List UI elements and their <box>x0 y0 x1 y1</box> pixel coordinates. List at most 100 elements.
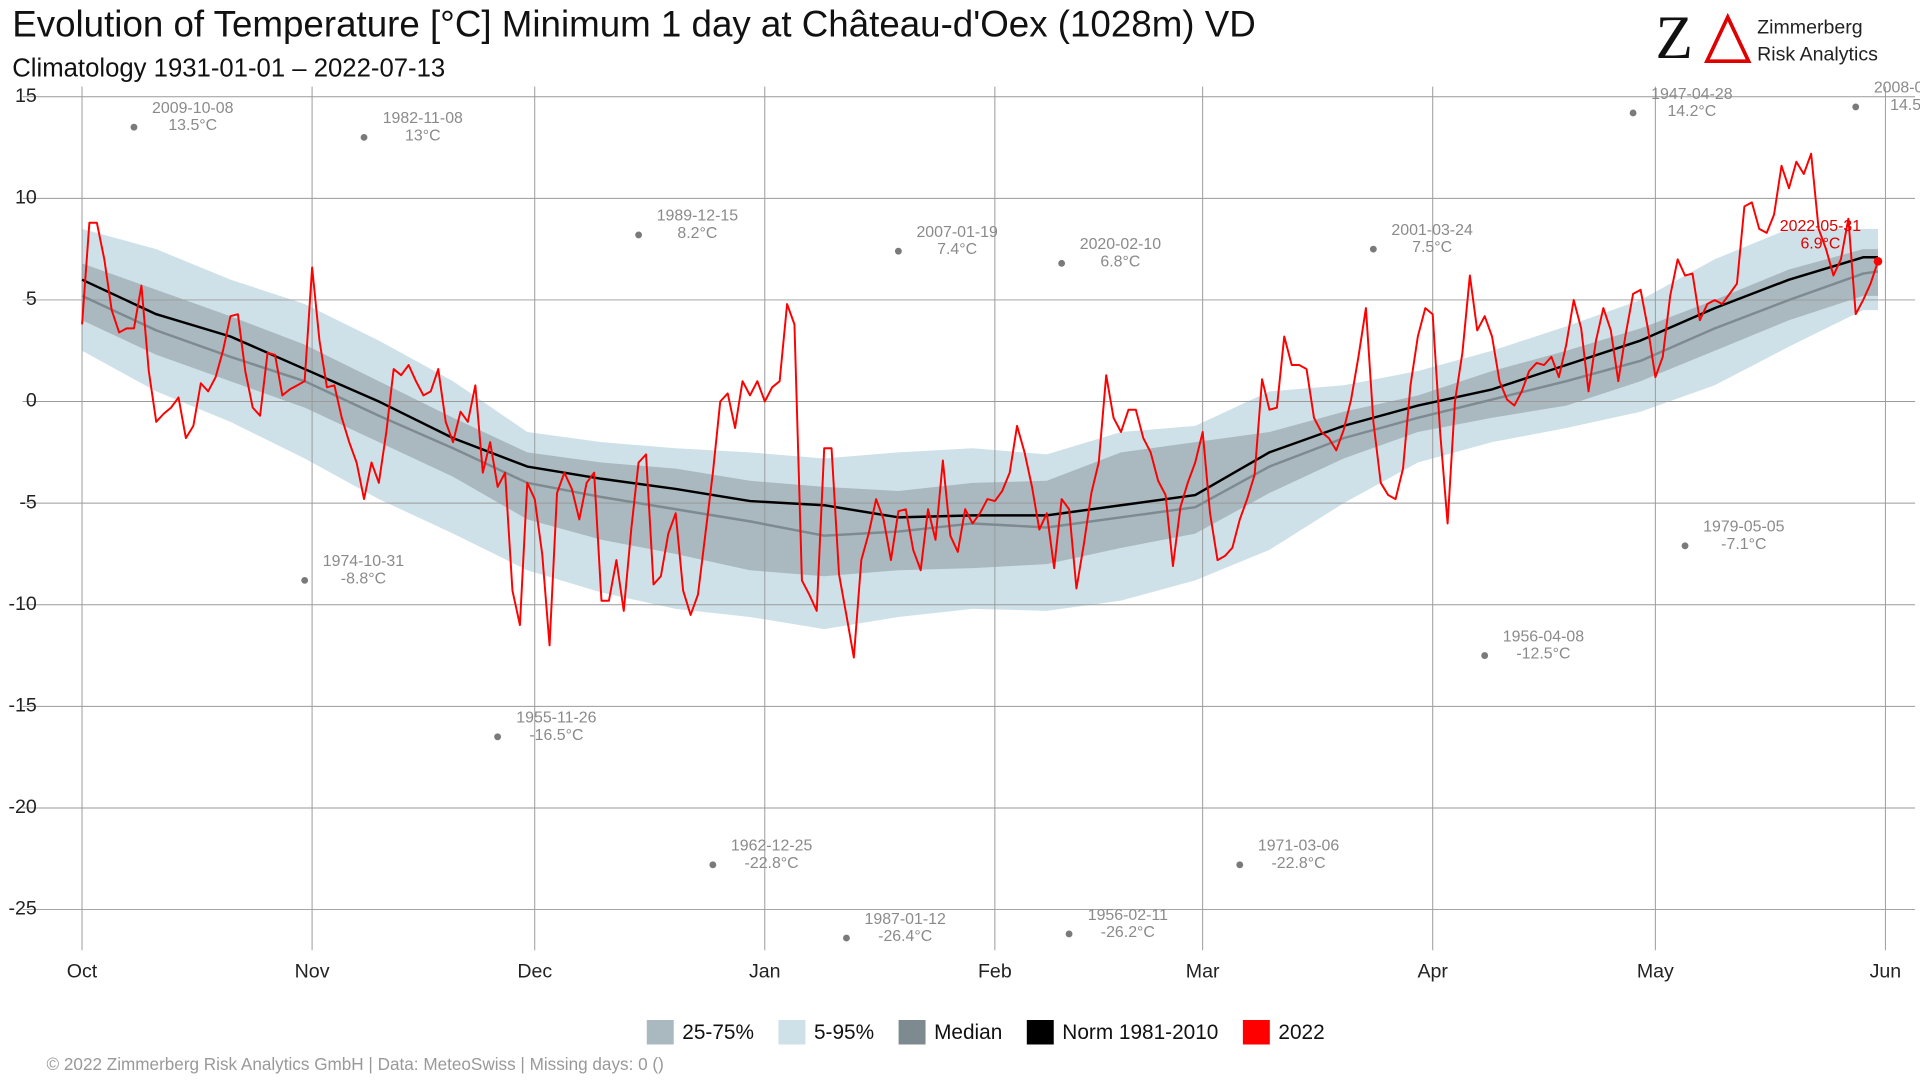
record-date: 2020-02-10 <box>1080 236 1162 253</box>
record-value: 8.2°C <box>677 225 717 242</box>
y-tick-label: 5 <box>26 288 37 310</box>
record-point <box>1236 861 1244 869</box>
x-tick-label: Oct <box>67 960 98 982</box>
legend-item: Median <box>898 1020 1002 1045</box>
x-tick-label: May <box>1637 960 1674 982</box>
record-value: 14.2°C <box>1667 103 1716 120</box>
record-point <box>1058 259 1066 267</box>
record-point <box>301 576 309 584</box>
series-line <box>81 270 1879 537</box>
logo-text: Risk Analytics <box>1757 43 1878 65</box>
record-value: 13.5°C <box>168 117 217 134</box>
record-date: 1947-04-28 <box>1651 86 1733 103</box>
x-tick-label: Feb <box>978 960 1012 982</box>
chart-subtitle: Climatology 1931-01-01 – 2022-07-13 <box>12 55 445 83</box>
record-date: 2001-03-24 <box>1391 222 1473 239</box>
record-value: -26.2°C <box>1101 924 1155 941</box>
band-area <box>82 228 1878 630</box>
record-date: 1956-04-08 <box>1503 628 1585 645</box>
legend-swatch <box>778 1020 806 1045</box>
record-date: 1971-03-06 <box>1258 838 1340 855</box>
record-point <box>635 231 643 239</box>
legend-swatch <box>898 1020 926 1045</box>
record-value: -22.8°C <box>1271 855 1325 872</box>
legend-label: 2022 <box>1278 1021 1324 1044</box>
record-value: -26.4°C <box>878 928 932 945</box>
record-date: 1974-10-31 <box>323 553 405 570</box>
record-point <box>1065 930 1073 938</box>
record-date: 1982-11-08 <box>383 110 463 127</box>
series-line <box>81 256 1878 519</box>
x-tick-label: Dec <box>517 960 552 982</box>
record-date: 2008-05-28 <box>1874 80 1920 97</box>
legend-item: Norm 1981-2010 <box>1026 1020 1218 1045</box>
record-value: -8.8°C <box>341 570 386 587</box>
record-point <box>494 733 502 741</box>
record-value: -22.8°C <box>745 855 799 872</box>
record-point <box>709 861 717 869</box>
x-tick-label: Apr <box>1417 960 1448 982</box>
record-point <box>1852 103 1860 111</box>
record-value: -16.5°C <box>529 727 583 744</box>
record-point <box>360 133 368 141</box>
record-point <box>130 123 138 131</box>
record-date: 2009-10-08 <box>152 100 234 117</box>
legend-label: 5-95% <box>814 1021 874 1044</box>
x-tick-label: Nov <box>295 960 330 982</box>
x-tick-label: Jun <box>1870 960 1902 982</box>
record-point <box>1873 257 1883 266</box>
record-point <box>1629 109 1637 117</box>
x-tick-label: Mar <box>1186 960 1220 982</box>
plot-area: 15 10 5 0 -5 -10 -15 -20 -25 Oct Nov Dec Jan Feb Mar Ap… <box>8 80 1920 983</box>
y-tick-label: 10 <box>15 187 37 209</box>
record-value: 7.5°C <box>1412 239 1452 256</box>
record-point <box>1369 245 1377 253</box>
record-date: 1989-12-15 <box>657 208 739 225</box>
record-date: 1956-02-11 <box>1088 907 1168 924</box>
series-line <box>81 152 1879 659</box>
record-value: 6.9°C <box>1800 235 1840 252</box>
record-date: 1962-12-25 <box>731 838 813 855</box>
record-value: -12.5°C <box>1516 646 1570 663</box>
y-tick-label: 15 <box>15 85 37 107</box>
logo: Z Zimmerberg Risk Analytics <box>1656 4 1879 72</box>
record-date: 2007-01-19 <box>916 224 998 241</box>
y-tick-label: -25 <box>8 898 36 920</box>
record-point <box>1681 542 1689 550</box>
record-point <box>1481 652 1489 659</box>
legend-item: 25-75% <box>646 1020 754 1045</box>
record-point <box>842 934 850 942</box>
logo-mark: Z <box>1656 4 1693 72</box>
chart-title: Evolution of Temperature [°C] Minimum 1 … <box>12 4 1256 45</box>
y-tick-label: -10 <box>8 593 36 615</box>
legend-item: 5-95% <box>778 1020 874 1045</box>
logo-text: Zimmerberg <box>1757 16 1863 38</box>
record-date: 1987-01-12 <box>865 911 947 928</box>
record-value: 14.5°C <box>1890 97 1920 114</box>
record-value: 7.4°C <box>937 241 977 258</box>
record-date: 1955-11-26 <box>516 710 596 727</box>
logo-triangle <box>1704 12 1752 64</box>
band-area <box>82 249 1878 577</box>
y-tick-label: -15 <box>8 695 36 717</box>
x-tick-label: Jan <box>749 960 781 982</box>
footer: © 2022 Zimmerberg Risk Analytics GmbH | … <box>47 1054 664 1074</box>
record-date: 1979-05-05 <box>1703 519 1785 536</box>
record-value: 13°C <box>405 127 441 144</box>
legend-label: 25-75% <box>682 1021 754 1044</box>
y-tick-label: 0 <box>26 390 37 412</box>
record-value: 6.8°C <box>1100 253 1140 270</box>
record-date: 2022-05-31 <box>1780 218 1862 235</box>
record-value: -7.1°C <box>1721 536 1766 553</box>
legend-swatch <box>646 1020 674 1045</box>
legend-label: Norm 1981-2010 <box>1062 1021 1218 1044</box>
legend: 25-75% 5-95% Median Norm 1981-2010 2022 <box>646 1020 1325 1045</box>
legend-item: 2022 <box>1242 1020 1325 1045</box>
legend-label: Median <box>934 1021 1002 1044</box>
record-point <box>894 247 902 255</box>
y-tick-label: -20 <box>8 796 36 818</box>
legend-swatch <box>1026 1020 1054 1045</box>
y-tick-label: -5 <box>19 491 37 513</box>
legend-swatch <box>1242 1020 1270 1045</box>
